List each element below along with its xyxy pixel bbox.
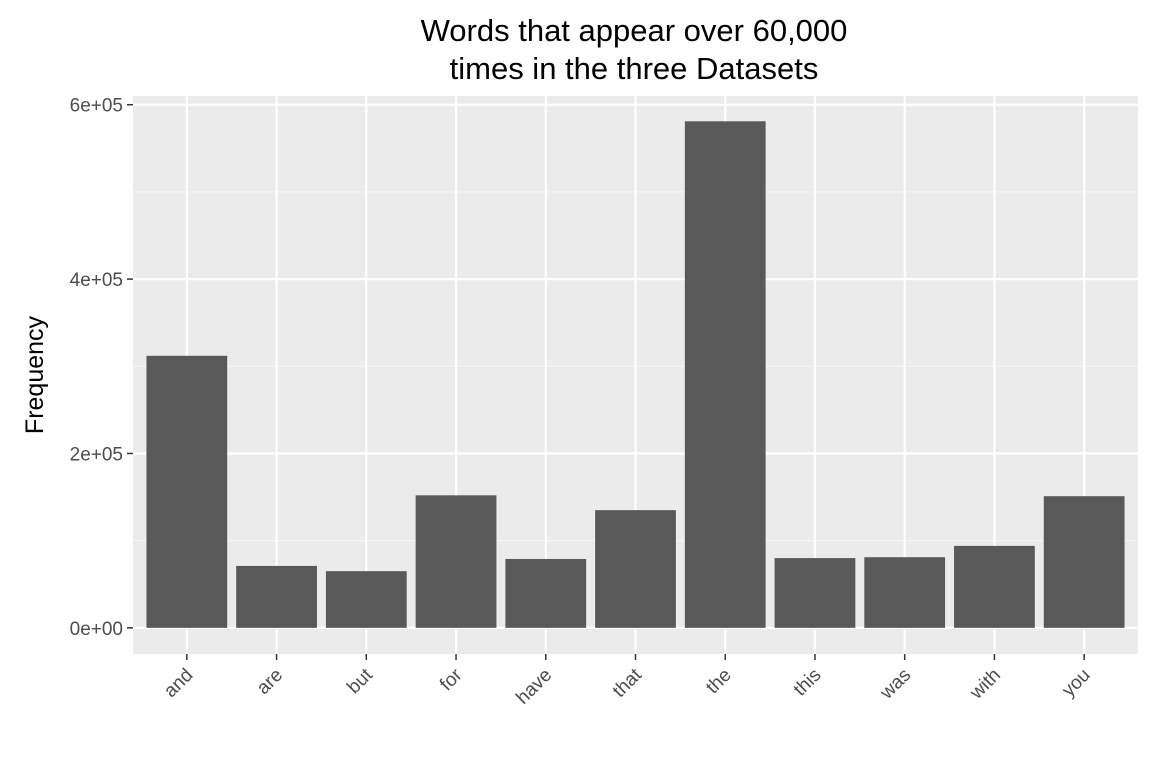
- bar-was: [864, 557, 946, 628]
- bar-but: [325, 571, 407, 628]
- bar-have: [505, 558, 587, 628]
- bars: [146, 121, 1125, 628]
- x-tick-label-this: this: [790, 665, 826, 701]
- x-tick-label-with: with: [966, 665, 1005, 704]
- y-tick-label: 0e+00: [70, 619, 123, 640]
- y-axis-title: Frequency: [21, 315, 49, 434]
- x-tick-label-you: you: [1058, 665, 1095, 702]
- chart-title-line-2: times in the three Datasets: [450, 51, 819, 86]
- x-tick-label-but: but: [343, 664, 377, 698]
- y-tick-label: 2e+05: [70, 444, 123, 465]
- chart-title-line-1: Words that appear over 60,000: [421, 13, 848, 48]
- x-tick-label-for: for: [436, 664, 467, 695]
- x-tick-label-that: that: [609, 664, 647, 702]
- bar-for: [415, 495, 497, 628]
- bar-you: [1043, 496, 1125, 628]
- bar-the: [684, 121, 766, 628]
- x-tick-label-and: and: [160, 665, 197, 702]
- y-tick-label: 6e+05: [70, 96, 123, 117]
- bar-with: [954, 545, 1035, 628]
- x-tick-label-are: are: [253, 665, 287, 699]
- bar-this: [774, 558, 856, 628]
- bar-that: [595, 510, 676, 628]
- x-tick-label-was: was: [876, 665, 915, 704]
- bar-and: [146, 355, 228, 628]
- x-tick-label-have: have: [512, 665, 556, 709]
- bar-are: [236, 565, 317, 628]
- y-tick-label: 4e+05: [70, 270, 123, 291]
- x-tick-label-the: the: [702, 665, 736, 699]
